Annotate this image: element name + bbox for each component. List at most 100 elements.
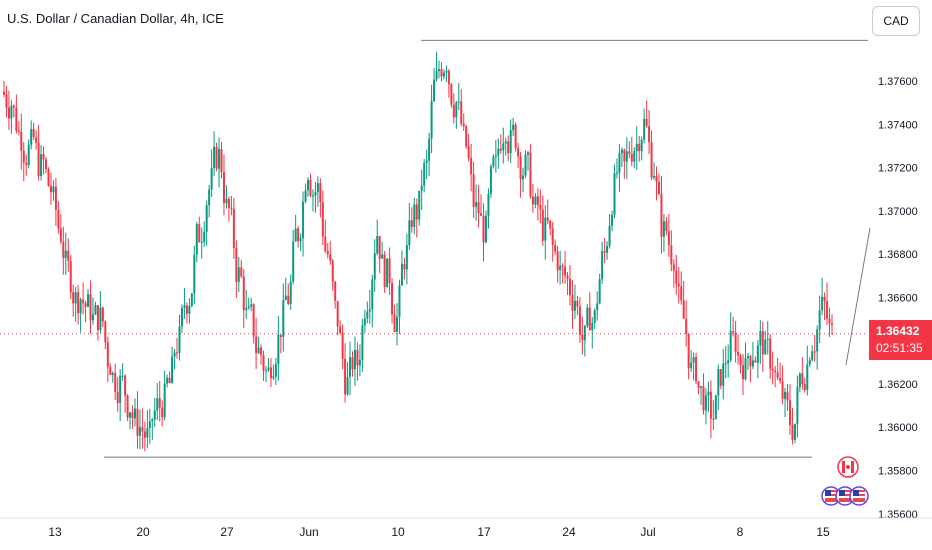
trend-line <box>845 227 871 366</box>
candle <box>742 353 745 396</box>
candle-body <box>450 84 453 105</box>
candle <box>534 193 537 209</box>
candle <box>722 349 725 400</box>
candle <box>32 122 35 141</box>
candle-body <box>551 228 554 245</box>
candle <box>173 348 176 370</box>
candle <box>388 247 391 295</box>
candle-body <box>539 204 542 210</box>
candle-body <box>91 314 94 321</box>
candle <box>47 167 50 187</box>
candle-body <box>307 179 310 191</box>
candle-body <box>106 342 109 367</box>
candle <box>77 285 80 325</box>
us-flag-stripe <box>825 496 837 498</box>
candle <box>729 312 732 362</box>
candle-body <box>277 334 280 364</box>
candle-body <box>759 331 762 346</box>
candle-body <box>67 250 70 261</box>
candle-body <box>27 144 30 166</box>
candle <box>131 405 134 429</box>
candle <box>114 363 117 401</box>
candle-body <box>697 381 700 388</box>
candle <box>428 132 431 177</box>
candle-body <box>665 221 668 231</box>
candle <box>648 109 651 155</box>
candle-body <box>714 395 717 419</box>
candle-body <box>680 286 683 301</box>
candle-body <box>30 129 33 145</box>
candle <box>10 100 13 134</box>
candle-body <box>556 251 559 271</box>
candle <box>272 364 275 381</box>
candle-body <box>709 391 712 419</box>
candle-body <box>457 101 460 103</box>
candle-body <box>393 314 396 332</box>
candle-body <box>35 137 38 143</box>
candle-body <box>791 425 794 440</box>
candle-body <box>660 194 663 237</box>
candle-body <box>247 306 250 309</box>
candle-body <box>54 186 57 210</box>
candle-body <box>739 355 742 366</box>
candle <box>769 333 772 379</box>
candle <box>121 363 124 381</box>
candle <box>79 297 82 333</box>
candle <box>163 370 166 421</box>
candle-body <box>700 386 703 388</box>
candle-body <box>193 254 196 294</box>
candle <box>96 304 99 341</box>
price-tick-label: 1.36800 <box>878 249 918 261</box>
candle-body <box>284 295 287 301</box>
candle-body <box>566 275 569 279</box>
candle-body <box>311 195 314 197</box>
candle <box>455 100 458 129</box>
candle-body <box>101 307 104 322</box>
candle-body <box>146 428 149 438</box>
candle <box>484 210 487 244</box>
candle-body <box>796 387 799 424</box>
candle <box>218 137 221 188</box>
candle-body <box>408 220 411 246</box>
time-tick-label: 8 <box>737 525 744 539</box>
candle <box>72 284 75 317</box>
candle <box>232 198 235 260</box>
candle-body <box>366 311 369 319</box>
candle <box>91 297 94 325</box>
candle <box>255 317 258 369</box>
currency-button[interactable]: CAD <box>872 6 920 36</box>
candle <box>818 295 821 344</box>
candle-body <box>413 204 416 227</box>
candle <box>578 296 581 343</box>
candle-body <box>813 351 816 353</box>
candle <box>420 169 423 211</box>
candle <box>89 280 92 334</box>
candle-body <box>208 189 211 206</box>
us-flag-icon <box>821 486 841 506</box>
candle-body <box>529 152 532 197</box>
candle-body <box>240 267 243 277</box>
candle <box>556 245 559 283</box>
candle-body <box>405 245 408 270</box>
candle-body <box>712 418 715 420</box>
candle <box>667 213 670 257</box>
candle <box>40 145 43 181</box>
candle <box>603 237 606 264</box>
candle <box>361 318 364 373</box>
candle-body <box>415 204 418 220</box>
candle-body <box>690 362 693 369</box>
candle <box>373 239 376 292</box>
candle <box>7 90 10 130</box>
candle <box>410 207 413 233</box>
candle <box>171 346 174 384</box>
candle <box>702 373 705 415</box>
candle-body <box>586 307 589 326</box>
candle <box>519 152 522 198</box>
candle <box>151 417 154 441</box>
candle-body <box>395 316 398 332</box>
candle-body <box>509 130 512 154</box>
price-tick-label: 1.35600 <box>878 509 918 521</box>
candle <box>220 142 223 179</box>
candle <box>185 302 188 324</box>
